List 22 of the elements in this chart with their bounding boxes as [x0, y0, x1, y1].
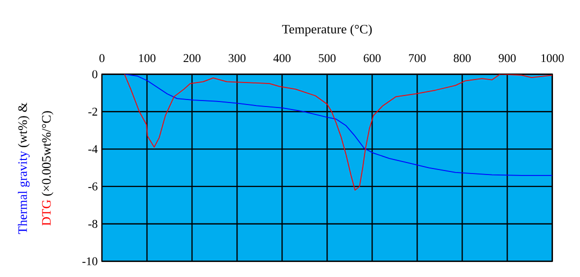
x-tick-label: 900 [498, 54, 516, 62]
x-tick-label: 0 [99, 54, 104, 62]
x-tick-label: 100 [139, 54, 156, 62]
x-tick-label: 300 [228, 54, 246, 62]
y-tick-label: 0 [92, 70, 98, 78]
y-tick-label: -2 [88, 108, 98, 116]
text: Thermal gravity [18, 150, 30, 234]
x-tick-label: 600 [364, 54, 381, 62]
y-tick-label: -6 [88, 182, 98, 190]
y-tick-label: -4 [88, 145, 98, 153]
x-tick-label: 700 [409, 54, 426, 62]
x-tick-label: 400 [273, 54, 291, 62]
x-tick-label: 800 [454, 54, 471, 62]
y-tick-label: -8 [88, 220, 98, 228]
x-tick-label: 1000 [541, 54, 564, 62]
x-tick-label: 500 [318, 54, 336, 62]
text: (×0.005wt%/°C) [42, 111, 54, 196]
x-axis-title: Temperature (°C) [282, 24, 372, 36]
text: (wt%) & [18, 102, 30, 148]
y-tick-label: -10 [82, 257, 98, 266]
x-tick-label: 200 [184, 54, 200, 62]
text: DTG [42, 200, 51, 226]
